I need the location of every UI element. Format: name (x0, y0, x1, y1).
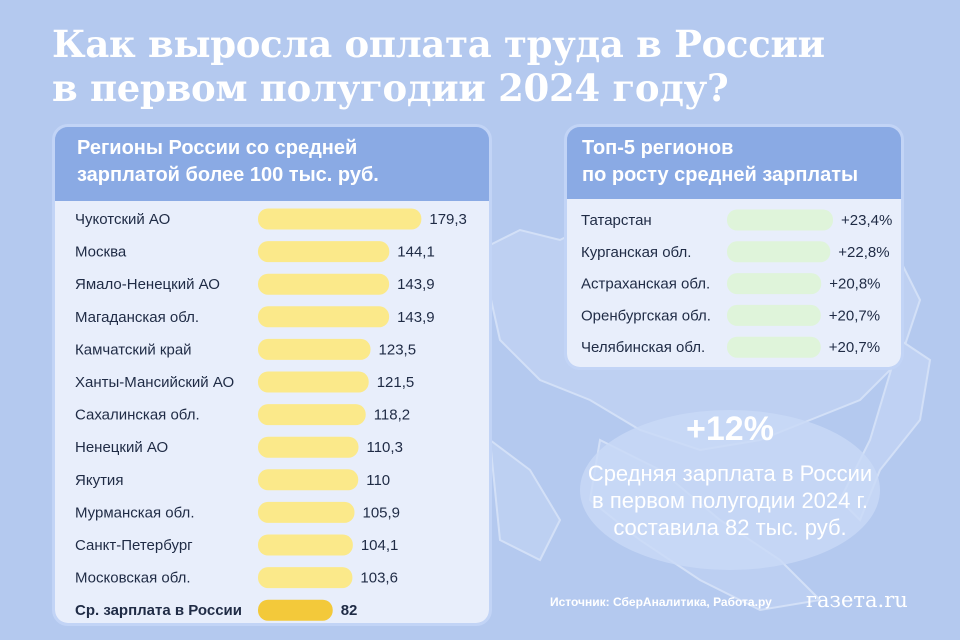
growth-value-label: +20,8% (829, 276, 880, 293)
salary-bar (258, 599, 333, 621)
growth-category-label: Оренбургская обл. (581, 307, 711, 324)
salary-header-line-1: Регионы России со средней (77, 137, 358, 159)
salary-bar (258, 273, 390, 295)
growth-regions-header: Топ-5 регионов по росту средней зарплаты (567, 127, 901, 199)
salary-bar (258, 469, 359, 491)
growth-bar (727, 336, 821, 358)
salary-value-label: 104,1 (361, 537, 399, 554)
salary-category-label: Якутия (75, 472, 123, 489)
salary-bar (258, 208, 422, 230)
growth-category-label: Челябинская обл. (581, 339, 705, 356)
salary-category-label: Ханты-Мансийский АО (75, 374, 234, 391)
growth-category-label: Астраханская обл. (581, 276, 710, 293)
growth-value-label: +23,4% (841, 212, 892, 229)
source-note: Источник: СберАналитика, Работа.ру (550, 595, 772, 609)
salary-value-label: 143,9 (397, 276, 435, 293)
salary-category-label: Ненецкий АО (75, 439, 168, 456)
salary-value-label: 123,5 (379, 341, 417, 358)
salary-bar (258, 436, 359, 458)
salary-bar (258, 501, 355, 523)
salary-category-label: Сахалинская обл. (75, 407, 200, 424)
salary-bar-chart: Чукотский АО 179,3 Москва 144,1 Ямало-Ненецк… (75, 208, 467, 621)
salary-value-label: 110,3 (366, 439, 402, 456)
growth-bar (727, 209, 833, 231)
salary-bar (258, 534, 353, 556)
salary-category-label: Камчатский край (75, 341, 192, 358)
salary-value-label: 103,6 (360, 570, 398, 587)
growth-value-label: +20,7% (829, 307, 880, 324)
salary-value-label: 143,9 (397, 309, 435, 326)
salary-category-label: Московская обл. (75, 570, 191, 587)
salary-category-label: Санкт-Петербург (75, 537, 193, 554)
salary-regions-header: Регионы России со средней зарплатой боле… (55, 127, 489, 201)
growth-value-label: +20,7% (829, 339, 880, 356)
summary-line-1: Средняя зарплата в России (587, 461, 873, 486)
growth-header-line-2: по росту средней зарплаты (582, 164, 859, 186)
salary-value-label: 121,5 (377, 374, 415, 391)
growth-value-label: +22,8% (838, 244, 889, 261)
salary-value-label: 179,3 (429, 211, 467, 228)
salary-regions-panel: Регионы России со средней зарплатой боле… (52, 124, 492, 626)
salary-value-label: 144,1 (397, 244, 435, 261)
salary-value-label: 105,9 (362, 504, 400, 521)
summary-line-2: в первом полугодии 2024 г. (592, 488, 868, 513)
salary-header-line-2: зарплатой более 100 тыс. руб. (77, 164, 379, 186)
growth-header-line-1: Топ-5 регионов (582, 137, 734, 159)
growth-bar (727, 304, 821, 326)
growth-regions-panel: Топ-5 регионов по росту средней зарплаты… (564, 124, 904, 370)
salary-category-label: Чукотский АО (75, 211, 170, 228)
salary-bar (258, 371, 369, 393)
salary-bar (258, 404, 366, 426)
growth-category-label: Курганская обл. (581, 244, 691, 261)
salary-category-label: Мурманская обл. (75, 504, 194, 521)
page-title: Как выросла оплата труда в России в перв… (52, 22, 912, 110)
summary-line-3: составила 82 тыс. руб. (613, 515, 847, 540)
salary-bar (258, 306, 390, 328)
growth-bar (727, 273, 822, 295)
salary-bar (258, 567, 353, 589)
salary-bar (258, 241, 390, 263)
salary-value-label: 82 (341, 602, 358, 619)
growth-category-label: Татарстан (581, 212, 652, 229)
salary-category-label: Ямало-Ненецкий АО (75, 276, 220, 293)
salary-bar (258, 338, 371, 360)
salary-category-label: Магаданская обл. (75, 309, 199, 326)
growth-bar (727, 241, 831, 263)
title-line-1: Как выросла оплата труда в России (52, 22, 825, 66)
summary-note: Средняя зарплата в России в первом полуг… (560, 460, 900, 541)
salary-value-label: 110 (366, 472, 390, 489)
title-line-2: в первом полугодии 2024 году? (52, 66, 729, 110)
summary-percent: +12% (686, 410, 774, 448)
salary-category-label: Ср. зарплата в России (75, 602, 242, 619)
publisher-logo: газета.ru (806, 588, 908, 612)
salary-value-label: 118,2 (374, 407, 410, 424)
growth-bar-chart: Татарстан +23,4% Курганская обл. +22,8% Астр… (581, 209, 892, 358)
salary-category-label: Москва (75, 244, 127, 261)
